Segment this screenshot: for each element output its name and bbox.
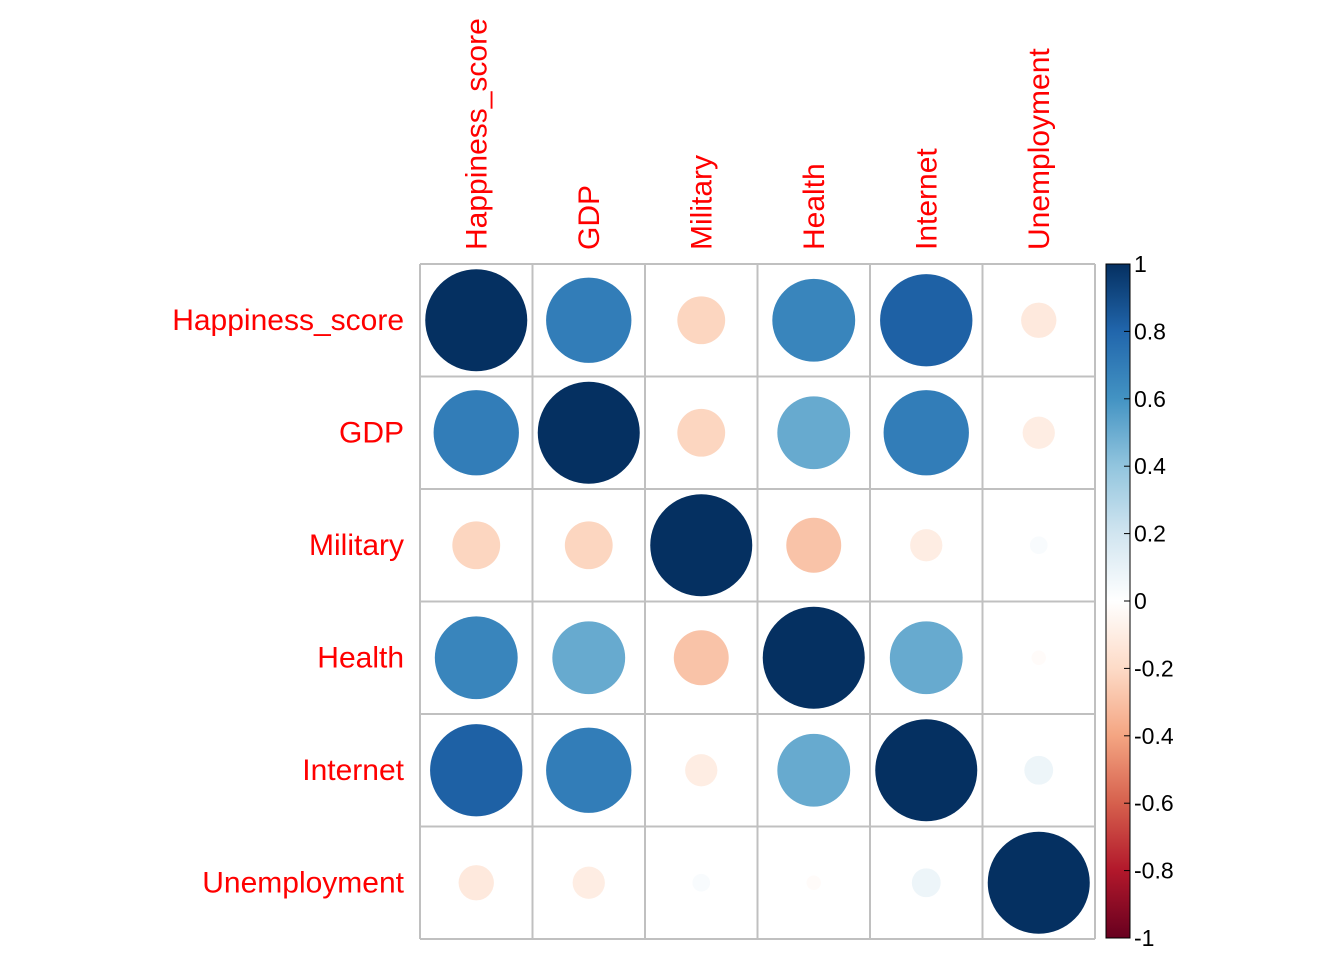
corr-circle-health-internet <box>889 621 963 695</box>
corr-circle-gdp-military <box>677 408 726 457</box>
corr-circle-happiness-score-gdp <box>546 277 632 363</box>
row-label-happiness-score: Happiness_score <box>172 304 404 337</box>
corr-circle-gdp-gdp <box>537 381 640 484</box>
corr-circle-health-unemployment <box>1031 650 1046 665</box>
colorbar-tick-label: 0.8 <box>1134 318 1166 344</box>
column-label-unemployment: Unemployment <box>1023 48 1056 250</box>
row-label-internet: Internet <box>302 754 404 787</box>
corr-circle-unemployment-unemployment <box>987 831 1090 934</box>
corr-circle-happiness-score-unemployment <box>1021 302 1057 338</box>
corr-circle-unemployment-happiness-score <box>458 865 494 901</box>
colorbar-tick-label: -0.8 <box>1134 858 1174 884</box>
correlation-circles <box>425 269 1090 934</box>
colorbar-tick-label: -0.2 <box>1134 655 1174 681</box>
colorbar-tick-label: 1 <box>1134 251 1147 277</box>
corr-circle-military-gdp <box>564 521 613 570</box>
corr-circle-internet-health <box>777 733 851 807</box>
corr-circle-happiness-score-internet <box>880 274 973 367</box>
corr-circle-happiness-score-military <box>677 296 726 345</box>
corr-circle-unemployment-gdp <box>572 866 605 899</box>
corr-circle-unemployment-health <box>806 875 821 890</box>
corr-circle-military-internet <box>910 529 943 562</box>
row-label-health: Health <box>317 641 404 674</box>
column-label-internet: Internet <box>910 148 943 250</box>
column-label-happiness-score: Happiness_score <box>460 18 493 250</box>
corr-circle-happiness-score-happiness-score <box>425 269 528 372</box>
corr-circle-health-health <box>762 606 865 709</box>
colorbar: 1 0.8 0.6 0.4 0.2 0 -0.2 -0.4 -0.6 -0.8 -1 <box>1105 251 1174 951</box>
corr-circle-military-health <box>786 517 842 573</box>
colorbar-tick-label: 0.2 <box>1134 521 1166 547</box>
corr-circle-gdp-health <box>777 396 851 470</box>
colorbar-tick-label: -0.4 <box>1134 723 1174 749</box>
corr-circle-military-happiness-score <box>452 521 501 570</box>
corr-circle-health-gdp <box>552 621 626 695</box>
corr-circle-gdp-unemployment <box>1022 416 1055 449</box>
colorbar-tick-label: 0.6 <box>1134 386 1166 412</box>
corr-circle-internet-military <box>685 754 718 787</box>
corr-circle-internet-happiness-score <box>430 724 523 817</box>
row-labels: Happiness_score GDP Military Health Internet… <box>172 304 404 900</box>
corr-circle-internet-internet <box>875 719 978 822</box>
corr-circle-health-military <box>673 630 729 686</box>
corr-circle-military-military <box>650 494 753 597</box>
corr-circle-gdp-happiness-score <box>433 390 519 476</box>
colorbar-tick-label: 0 <box>1134 588 1147 614</box>
corr-circle-military-unemployment <box>1029 536 1048 555</box>
colorbar-tick-label: -0.6 <box>1134 790 1174 816</box>
corr-circle-gdp-internet <box>883 390 969 476</box>
row-label-unemployment: Unemployment <box>202 866 404 899</box>
grid <box>419 263 1096 940</box>
column-label-gdp: GDP <box>573 185 606 250</box>
colorbar-tick-label: -1 <box>1134 925 1154 951</box>
column-label-health: Health <box>798 163 831 250</box>
column-label-military: Military <box>685 155 718 250</box>
row-label-gdp: GDP <box>339 416 404 449</box>
corr-circle-health-happiness-score <box>434 616 518 700</box>
corr-circle-unemployment-military <box>692 873 711 892</box>
corr-circle-internet-gdp <box>546 727 632 813</box>
corr-circle-happiness-score-health <box>772 278 856 362</box>
corr-circle-internet-unemployment <box>1024 755 1054 785</box>
corr-circle-unemployment-internet <box>911 868 941 898</box>
colorbar-tick-label: 0.4 <box>1134 453 1166 479</box>
row-label-military: Military <box>309 529 404 562</box>
column-labels: Happiness_score GDP Military Health Internet… <box>460 18 1056 250</box>
